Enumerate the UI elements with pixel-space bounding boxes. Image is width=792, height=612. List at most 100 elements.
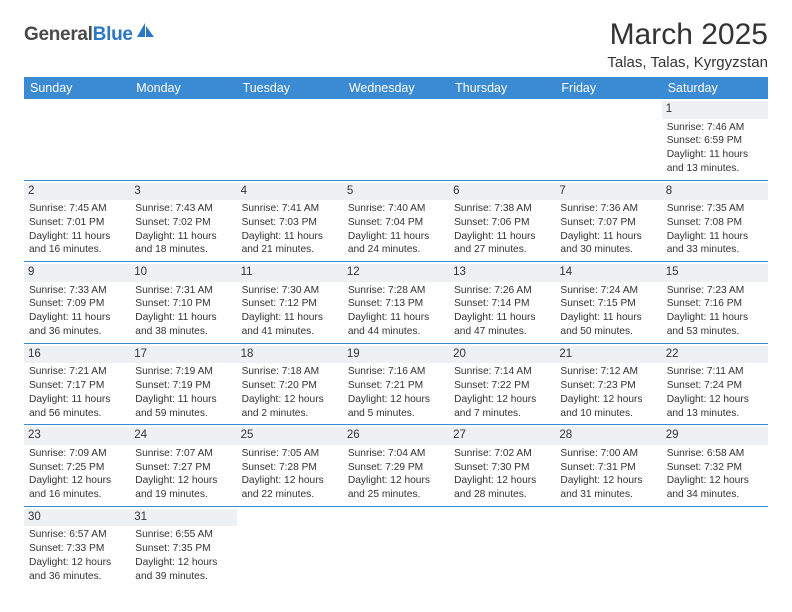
- day-number: 11: [237, 264, 343, 282]
- day-number: 13: [449, 264, 555, 282]
- cell-d2: and 5 minutes.: [348, 407, 444, 421]
- day-number: 28: [555, 427, 661, 445]
- cell-sunset: Sunset: 7:02 PM: [135, 216, 231, 230]
- day-number: 3: [130, 183, 236, 201]
- calendar-cell: [24, 99, 130, 180]
- cell-d2: and 31 minutes.: [560, 488, 656, 502]
- cell-sunrise: Sunrise: 7:14 AM: [454, 365, 550, 379]
- day-header: Monday: [130, 77, 236, 99]
- cell-sunrise: Sunrise: 7:18 AM: [242, 365, 338, 379]
- cell-d1: Daylight: 12 hours: [667, 474, 763, 488]
- title-block: March 2025 Talas, Talas, Kyrgyzstan: [607, 18, 768, 71]
- day-number: 6: [449, 183, 555, 201]
- cell-sunset: Sunset: 7:14 PM: [454, 297, 550, 311]
- day-number: 24: [130, 427, 236, 445]
- calendar-cell: [343, 506, 449, 587]
- calendar-cell: 7Sunrise: 7:36 AMSunset: 7:07 PMDaylight…: [555, 180, 661, 262]
- day-number: 25: [237, 427, 343, 445]
- cell-sunrise: Sunrise: 7:00 AM: [560, 447, 656, 461]
- cell-d1: Daylight: 12 hours: [135, 556, 231, 570]
- calendar-week: 2Sunrise: 7:45 AMSunset: 7:01 PMDaylight…: [24, 180, 768, 262]
- cell-d2: and 59 minutes.: [135, 407, 231, 421]
- calendar-cell: 29Sunrise: 6:58 AMSunset: 7:32 PMDayligh…: [662, 425, 768, 507]
- cell-d2: and 24 minutes.: [348, 243, 444, 257]
- cell-d1: Daylight: 11 hours: [29, 311, 125, 325]
- location-text: Talas, Talas, Kyrgyzstan: [607, 54, 768, 71]
- day-header: Tuesday: [237, 77, 343, 99]
- cell-sunset: Sunset: 7:08 PM: [667, 216, 763, 230]
- calendar-cell: [237, 99, 343, 180]
- calendar-cell: 20Sunrise: 7:14 AMSunset: 7:22 PMDayligh…: [449, 343, 555, 425]
- cell-sunset: Sunset: 7:32 PM: [667, 461, 763, 475]
- cell-d1: Daylight: 12 hours: [454, 393, 550, 407]
- cell-sunrise: Sunrise: 7:28 AM: [348, 284, 444, 298]
- calendar-cell: 23 Sunrise: 7:09 AMSunset: 7:25 PMDayligh…: [24, 425, 130, 507]
- cell-d1: Daylight: 11 hours: [560, 230, 656, 244]
- brand-text-general: General: [24, 24, 93, 46]
- cell-sunset: Sunset: 7:04 PM: [348, 216, 444, 230]
- calendar-cell: 19Sunrise: 7:16 AMSunset: 7:21 PMDayligh…: [343, 343, 449, 425]
- cell-d2: and 53 minutes.: [667, 325, 763, 339]
- cell-d2: and 22 minutes.: [242, 488, 338, 502]
- cell-sunrise: Sunrise: 7:05 AM: [242, 447, 338, 461]
- cell-sunrise: Sunrise: 7:35 AM: [667, 202, 763, 216]
- cell-d2: and 56 minutes.: [29, 407, 125, 421]
- month-title: March 2025: [607, 18, 768, 52]
- cell-sunset: Sunset: 7:24 PM: [667, 379, 763, 393]
- cell-sunset: Sunset: 7:27 PM: [135, 461, 231, 475]
- cell-d2: and 16 minutes.: [29, 488, 125, 502]
- day-header: Saturday: [662, 77, 768, 99]
- cell-sunrise: Sunrise: 7:21 AM: [29, 365, 125, 379]
- cell-sunrise: Sunrise: 7:23 AM: [667, 284, 763, 298]
- cell-d1: Daylight: 12 hours: [135, 474, 231, 488]
- day-number: 18: [237, 346, 343, 364]
- calendar-cell: 11Sunrise: 7:30 AMSunset: 7:12 PMDayligh…: [237, 262, 343, 344]
- cell-sunrise: Sunrise: 7:02 AM: [454, 447, 550, 461]
- cell-d2: and 13 minutes.: [667, 162, 763, 176]
- calendar-cell: 12Sunrise: 7:28 AMSunset: 7:13 PMDayligh…: [343, 262, 449, 344]
- calendar-cell: [555, 506, 661, 587]
- day-number: 4: [237, 183, 343, 201]
- sail-icon: [135, 21, 157, 44]
- day-header: Thursday: [449, 77, 555, 99]
- calendar-cell: 30Sunrise: 6:57 AMSunset: 7:33 PMDayligh…: [24, 506, 130, 587]
- cell-sunrise: Sunrise: 6:57 AM: [29, 528, 125, 542]
- day-number: 16: [24, 346, 130, 364]
- calendar-week: 1Sunrise: 7:46 AMSunset: 6:59 PMDaylight…: [24, 99, 768, 180]
- day-number: 21: [555, 346, 661, 364]
- calendar-cell: 26Sunrise: 7:04 AMSunset: 7:29 PMDayligh…: [343, 425, 449, 507]
- cell-d1: Daylight: 12 hours: [454, 474, 550, 488]
- cell-sunrise: Sunrise: 7:24 AM: [560, 284, 656, 298]
- cell-d2: and 39 minutes.: [135, 570, 231, 584]
- cell-d1: Daylight: 12 hours: [667, 393, 763, 407]
- calendar-cell: 22Sunrise: 7:11 AMSunset: 7:24 PMDayligh…: [662, 343, 768, 425]
- cell-d1: Daylight: 12 hours: [29, 474, 125, 488]
- cell-sunrise: Sunrise: 7:09 AM: [29, 447, 125, 461]
- cell-d1: Daylight: 11 hours: [242, 230, 338, 244]
- cell-sunset: Sunset: 7:30 PM: [454, 461, 550, 475]
- calendar-cell: 31Sunrise: 6:55 AMSunset: 7:35 PMDayligh…: [130, 506, 236, 587]
- cell-d2: and 21 minutes.: [242, 243, 338, 257]
- cell-sunset: Sunset: 7:33 PM: [29, 542, 125, 556]
- day-number: 22: [662, 346, 768, 364]
- cell-sunrise: Sunrise: 7:12 AM: [560, 365, 656, 379]
- cell-sunset: Sunset: 7:35 PM: [135, 542, 231, 556]
- cell-sunset: Sunset: 7:22 PM: [454, 379, 550, 393]
- cell-sunset: Sunset: 6:59 PM: [667, 134, 763, 148]
- cell-d1: Daylight: 11 hours: [135, 230, 231, 244]
- calendar-cell: 27Sunrise: 7:02 AMSunset: 7:30 PMDayligh…: [449, 425, 555, 507]
- cell-d2: and 41 minutes.: [242, 325, 338, 339]
- cell-sunset: Sunset: 7:25 PM: [29, 461, 125, 475]
- cell-d1: Daylight: 11 hours: [348, 311, 444, 325]
- cell-sunrise: Sunrise: 7:07 AM: [135, 447, 231, 461]
- cell-sunset: Sunset: 7:19 PM: [135, 379, 231, 393]
- calendar-cell: [449, 506, 555, 587]
- cell-sunset: Sunset: 7:09 PM: [29, 297, 125, 311]
- cell-d1: Daylight: 11 hours: [242, 311, 338, 325]
- cell-sunrise: Sunrise: 7:36 AM: [560, 202, 656, 216]
- day-number: 23: [24, 427, 130, 445]
- cell-d1: Daylight: 12 hours: [348, 474, 444, 488]
- calendar-cell: [343, 99, 449, 180]
- day-number: 12: [343, 264, 449, 282]
- calendar-cell: 16Sunrise: 7:21 AMSunset: 7:17 PMDayligh…: [24, 343, 130, 425]
